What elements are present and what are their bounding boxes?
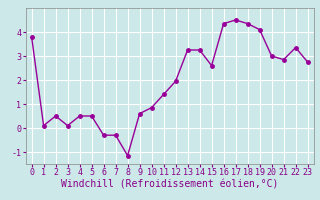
X-axis label: Windchill (Refroidissement éolien,°C): Windchill (Refroidissement éolien,°C) bbox=[61, 180, 278, 190]
